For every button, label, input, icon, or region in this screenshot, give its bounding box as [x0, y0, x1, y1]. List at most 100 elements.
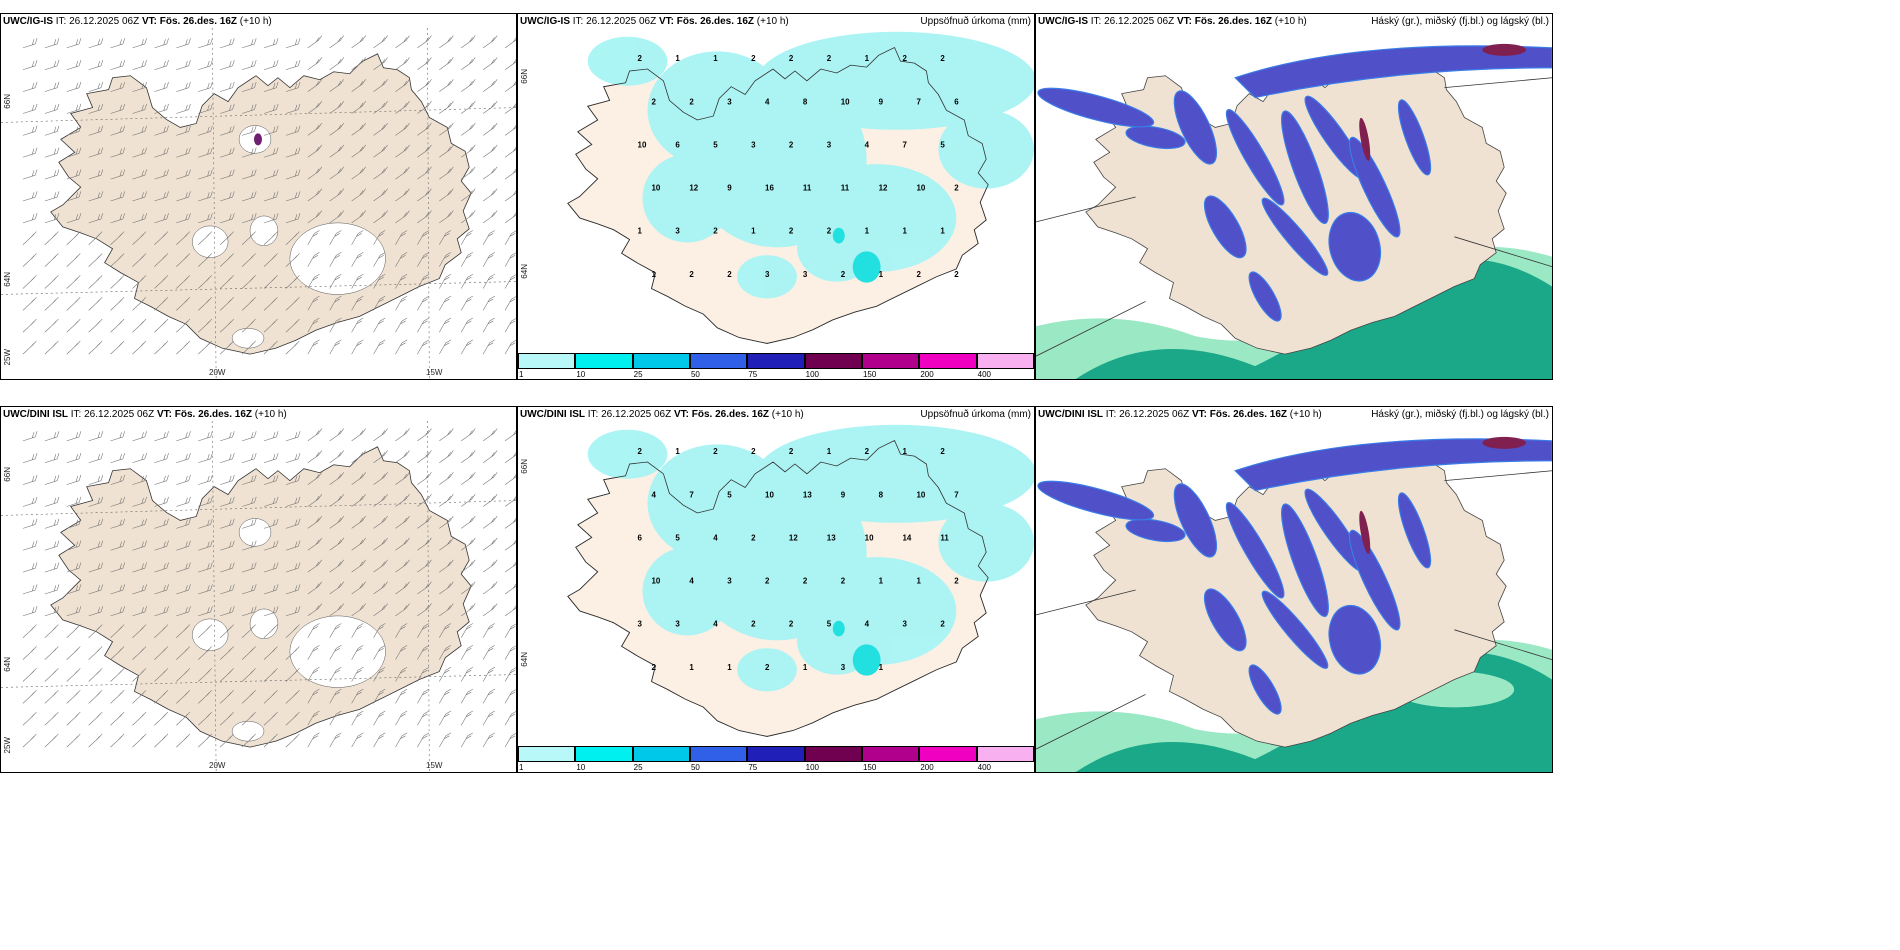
panel-clouds-top: UWC/IG-IS IT: 26.12.2025 06Z VT: Fös. 26… — [1035, 13, 1553, 380]
precip-value-label: 1 — [827, 447, 832, 456]
precip-value-label: 2 — [689, 270, 694, 279]
precip-value-label: 2 — [903, 54, 908, 63]
colorbar-tick-label: 100 — [805, 763, 820, 772]
cloud-cover-map — [1036, 28, 1552, 379]
precip-value-label: 5 — [727, 490, 732, 499]
panel-title: UWC/IG-IS IT: 26.12.2025 06Z VT: Fös. 26… — [520, 16, 789, 27]
lat-label-66n: 66N — [520, 69, 529, 84]
precip-value-label: 2 — [841, 270, 846, 279]
precip-value-label: 11 — [841, 184, 850, 193]
precip-value-label: 1 — [903, 227, 908, 236]
colorbar-swatch — [575, 746, 633, 762]
panel-title: UWC/IG-IS IT: 26.12.2025 06Z VT: Fös. 26… — [1038, 16, 1307, 27]
precip-value-label: 4 — [865, 620, 870, 629]
lat-label-66n: 66N — [3, 94, 12, 109]
precip-value-label: 11 — [803, 184, 812, 193]
precip-value-label: 4 — [689, 577, 694, 586]
colorbar-swatch — [747, 353, 805, 369]
precip-value-label: 2 — [940, 620, 945, 629]
precip-value-label: 2 — [954, 270, 959, 279]
precip-value-label: 9 — [841, 490, 846, 499]
colorbar-swatch — [976, 746, 1034, 762]
precip-value-label: 2 — [940, 447, 945, 456]
colorbar-tick-label: 75 — [748, 763, 758, 772]
colorbar-swatch — [518, 353, 576, 369]
colorbar-swatch — [747, 746, 805, 762]
panel-precip-bottom: UWC/DINI ISL IT: 26.12.2025 06Z VT: Fös.… — [517, 406, 1035, 773]
colorbar-tick-label: 1 — [519, 370, 524, 379]
lon-label-25w: 25W — [3, 349, 12, 366]
colorbar-tick-label: 150 — [862, 763, 877, 772]
precip-values: 2 1 1 2 2 2 1 2 22 2 3 4 8 10 9 7 610 6 5 3 2 3 4 7 510 12 9 16 11 11… — [638, 54, 960, 279]
precip-value-label: 6 — [638, 533, 643, 542]
precip-value-label: 4 — [713, 533, 718, 542]
wind-barbs — [22, 35, 516, 355]
precip-value-label: 2 — [651, 97, 656, 106]
precip-value-label: 2 — [954, 577, 959, 586]
precip-value-label: 3 — [675, 227, 680, 236]
precip-value-label: 2 — [789, 140, 794, 149]
precip-areas — [587, 31, 1034, 299]
precip-areas — [587, 424, 1034, 692]
precip-value-label: 4 — [713, 620, 718, 629]
precip-value-label: 10 — [916, 184, 925, 193]
lon-label-25w: 25W — [3, 737, 12, 754]
region-borders — [1036, 77, 1552, 357]
precip-value-label: 1 — [689, 663, 694, 672]
precip-value-label: 1 — [940, 227, 945, 236]
precip-value-label: 10 — [638, 140, 647, 149]
precip-value-label: 5 — [940, 140, 945, 149]
precip-value-label: 3 — [841, 663, 846, 672]
precip-colorbar: 1 10 25 50 75 100 150 200 400 — [518, 353, 1034, 379]
colorbar-tick-label: 50 — [690, 370, 700, 379]
panel-title: UWC/DINI ISL IT: 26.12.2025 06Z VT: Fös.… — [1038, 409, 1322, 420]
precip-value-label: 1 — [651, 270, 656, 279]
colorbar-swatch — [862, 746, 920, 762]
panel-field-label: Háský (gr.), miðský (fj.bl.) og lágský (… — [1371, 16, 1549, 27]
precip-value-label: 2 — [651, 663, 656, 672]
precip-value-label: 2 — [789, 620, 794, 629]
precip-value-label: 10 — [651, 577, 660, 586]
precip-value-label: 2 — [751, 533, 756, 542]
precip-value-label: 4 — [765, 97, 770, 106]
panel-field-label: Háský (gr.), miðský (fj.bl.) og lágský (… — [1371, 409, 1549, 420]
precip-value-label: 5 — [827, 620, 832, 629]
precip-value-label: 10 — [765, 490, 774, 499]
precip-value-label: 1 — [916, 577, 921, 586]
lon-label-20w: 20W — [209, 761, 226, 770]
colorbar-swatch — [862, 353, 920, 369]
panel-field-label: Uppsöfnuð úrkoma (mm) — [920, 409, 1031, 420]
lon-label-15w: 15W — [426, 761, 443, 770]
precip-value-label: 4 — [865, 140, 870, 149]
precip-value-label: 2 — [865, 447, 870, 456]
panel-precip-top: UWC/IG-IS IT: 26.12.2025 06Z VT: Fös. 26… — [517, 13, 1035, 380]
precip-value-label: 6 — [675, 140, 680, 149]
colorbar-tick-label: 10 — [576, 370, 586, 379]
precip-value-label: 3 — [638, 620, 643, 629]
colorbar-tick-label: 100 — [805, 370, 820, 379]
colorbar-tick-label: 10 — [576, 763, 586, 772]
cloud-cover-map — [1036, 421, 1552, 772]
precip-value-label: 10 — [841, 97, 850, 106]
precip-value-label: 10 — [651, 184, 660, 193]
precip-value-label: 2 — [789, 54, 794, 63]
precip-value-label: 2 — [803, 577, 808, 586]
precip-value-label: 1 — [865, 54, 870, 63]
precip-value-label: 1 — [903, 447, 908, 456]
precip-value-label: 6 — [954, 97, 959, 106]
precip-value-label: 13 — [803, 490, 812, 499]
high-cloud — [1037, 438, 1552, 715]
precip-value-label: 12 — [789, 533, 798, 542]
lon-label-20w: 20W — [209, 368, 226, 377]
panel-wind-top: UWC/IG-IS IT: 26.12.2025 06Z VT: Fös. 26… — [0, 13, 517, 380]
lat-label-66n: 66N — [3, 467, 12, 482]
precip-value-label: 1 — [803, 663, 808, 672]
lat-label-64n: 64N — [520, 652, 529, 667]
upper-cloud-top — [1359, 43, 1527, 161]
precip-value-label: 2 — [713, 447, 718, 456]
precip-value-label: 2 — [713, 227, 718, 236]
wind-barb-map — [1, 28, 516, 379]
precip-value-label: 2 — [751, 447, 756, 456]
precip-value-label: 2 — [827, 227, 832, 236]
